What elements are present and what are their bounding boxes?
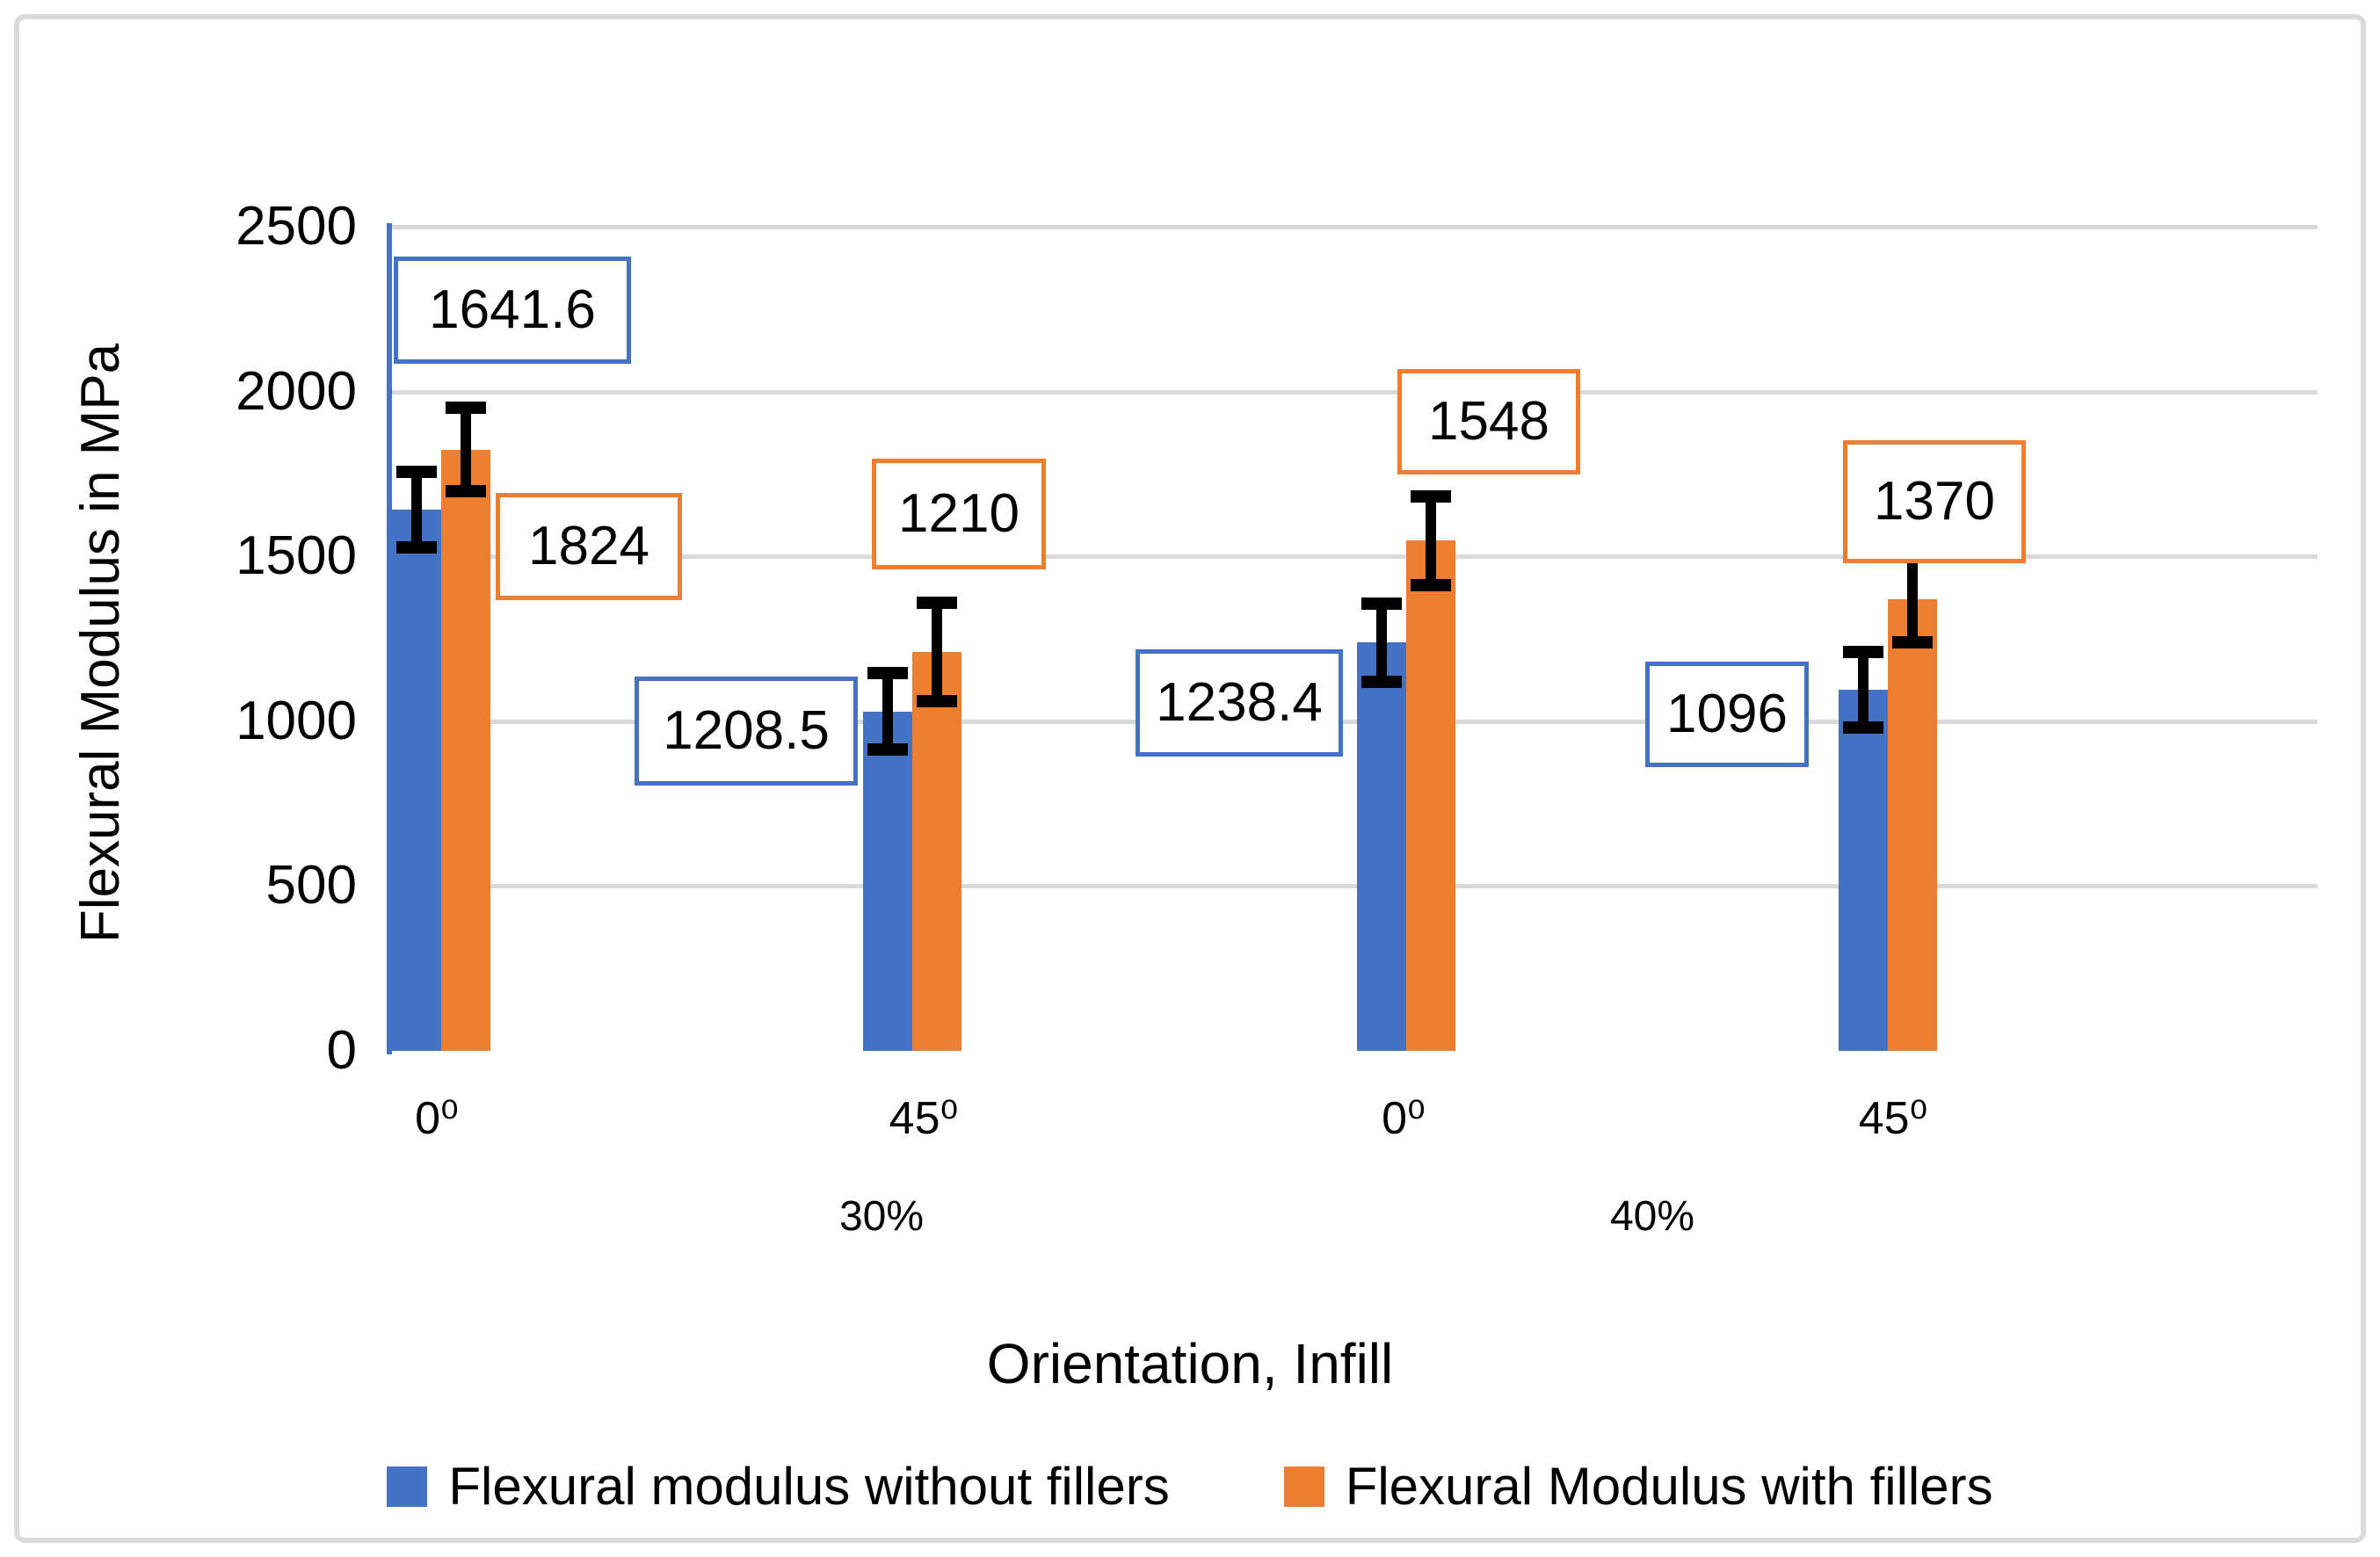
bar-with-fillers-1 [441, 449, 490, 1051]
data-label-with-fillers-1: 1824 [496, 493, 682, 600]
error-bar-cap-bottom-with-fillers-1 [446, 485, 486, 498]
error-bar-cap-bottom-with-fillers-4 [1892, 635, 1933, 648]
data-label-with-fillers-2: 1210 [872, 459, 1046, 569]
y-tick-label-0: 0 [326, 1020, 357, 1081]
error-bar-stem-without-fillers-2 [882, 673, 893, 750]
y-tick-label-1000: 1000 [236, 690, 357, 751]
gridline-2500 [392, 225, 2318, 229]
bar-without-fillers-3 [1357, 642, 1406, 1051]
legend-label-without-fillers: Flexural modulus without fillers [448, 1457, 1170, 1516]
error-bar-cap-top-without-fillers-1 [396, 465, 437, 478]
error-bar-stem-without-fillers-4 [1858, 651, 1868, 728]
legend: Flexural modulus without fillers Flexura… [0, 1452, 2380, 1522]
y-axis-line [387, 223, 392, 1054]
bar-with-fillers-2 [912, 652, 961, 1051]
x-group-label-30%: 30% [838, 1193, 925, 1240]
y-tick-label-1500: 1500 [236, 525, 357, 587]
error-bar-stem-with-fillers-1 [461, 407, 471, 492]
gridline-1500 [392, 554, 2318, 560]
error-bar-cap-top-with-fillers-3 [1411, 489, 1451, 503]
data-label-with-fillers-4: 1370 [1843, 440, 2026, 563]
bar-without-fillers-1 [392, 510, 441, 1051]
bar-without-fillers-4 [1839, 689, 1888, 1051]
error-bar-cap-bottom-with-fillers-2 [917, 694, 957, 707]
error-bar-cap-bottom-with-fillers-3 [1411, 578, 1451, 591]
data-label-with-fillers-3: 1548 [1397, 369, 1580, 474]
x-group-label-40%: 40% [1609, 1193, 1695, 1240]
x-tick-label-1: 0⁰ [415, 1093, 459, 1144]
x-tick-label-3: 0⁰ [1382, 1093, 1426, 1144]
bar-without-fillers-2 [863, 711, 912, 1051]
legend-marker-blue-square [387, 1466, 428, 1507]
x-axis-title: Orientation, Infill [986, 1332, 1394, 1395]
x-tick-label-4: 45⁰ [1858, 1093, 1928, 1144]
gridline-2000 [392, 389, 2318, 395]
error-bar-cap-top-without-fillers-3 [1361, 597, 1402, 611]
gridline-500 [392, 884, 2318, 889]
data-label-without-fillers-1: 1641.6 [394, 257, 631, 364]
error-bar-cap-top-with-fillers-2 [917, 597, 957, 610]
data-label-without-fillers-2: 1208.5 [635, 677, 858, 786]
error-bar-cap-bottom-without-fillers-1 [396, 541, 437, 554]
figure-border [14, 14, 2366, 1543]
error-bar-cap-bottom-without-fillers-3 [1361, 675, 1402, 688]
x-tick-label-2: 45⁰ [889, 1093, 959, 1144]
legend-item-with-fillers: Flexural Modulus with fillers [1283, 1452, 1993, 1522]
y-tick-label-500: 500 [265, 855, 357, 916]
error-bar-cap-top-without-fillers-4 [1843, 645, 1883, 658]
gridline-1000 [392, 719, 2318, 724]
error-bar-stem-with-fillers-4 [1907, 556, 1918, 642]
y-axis-title: Flexural Modulus in MPa [70, 343, 131, 944]
error-bar-stem-without-fillers-1 [411, 471, 422, 548]
legend-item-without-fillers: Flexural modulus without fillers [387, 1452, 1170, 1522]
y-tick-label-2500: 2500 [236, 196, 357, 257]
data-label-without-fillers-4: 1096 [1645, 662, 1809, 767]
legend-marker-orange-square [1283, 1466, 1324, 1507]
error-bar-cap-bottom-without-fillers-4 [1843, 721, 1883, 734]
error-bar-stem-with-fillers-3 [1426, 496, 1436, 585]
error-bar-cap-top-with-fillers-1 [446, 401, 486, 414]
bar-with-fillers-3 [1406, 540, 1455, 1051]
error-bar-cap-top-without-fillers-2 [867, 667, 908, 680]
error-bar-stem-with-fillers-2 [932, 603, 942, 701]
y-tick-label-2000: 2000 [236, 360, 357, 422]
data-label-without-fillers-3: 1238.4 [1136, 649, 1343, 757]
bar-with-fillers-4 [1888, 598, 1937, 1051]
error-bar-stem-without-fillers-3 [1376, 604, 1387, 682]
error-bar-cap-bottom-without-fillers-2 [867, 742, 908, 756]
legend-label-with-fillers: Flexural Modulus with fillers [1345, 1457, 1993, 1516]
